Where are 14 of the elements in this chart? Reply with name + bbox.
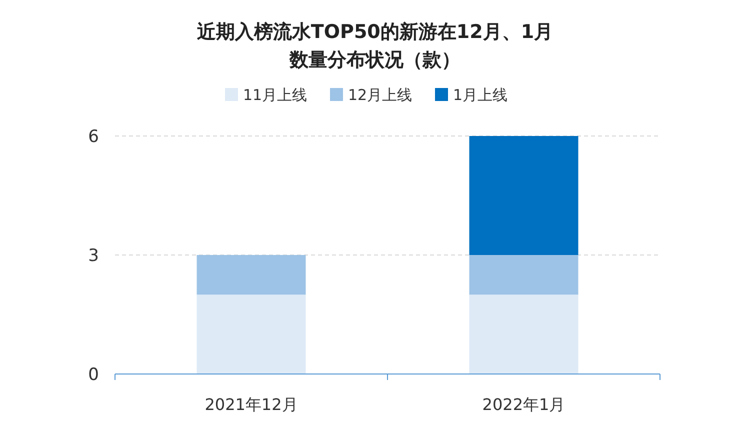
y-tick-label: 6 bbox=[88, 127, 99, 147]
chart-title: 近期入榜流水TOP50的新游在12月、1月数量分布状况（款） bbox=[196, 21, 554, 71]
y-tick-label: 0 bbox=[88, 365, 99, 385]
bar bbox=[469, 294, 578, 374]
y-tick-label: 3 bbox=[88, 246, 99, 266]
legend-label: 1月上线 bbox=[453, 86, 508, 104]
legend-label: 12月上线 bbox=[348, 86, 412, 104]
x-tick-label: 2021年12月 bbox=[204, 395, 298, 414]
bar bbox=[196, 294, 306, 374]
bar bbox=[196, 255, 306, 295]
bar bbox=[469, 136, 578, 255]
x-tick-label: 2022年1月 bbox=[482, 395, 566, 414]
bar bbox=[469, 255, 578, 295]
legend-label: 11月上线 bbox=[243, 86, 308, 104]
